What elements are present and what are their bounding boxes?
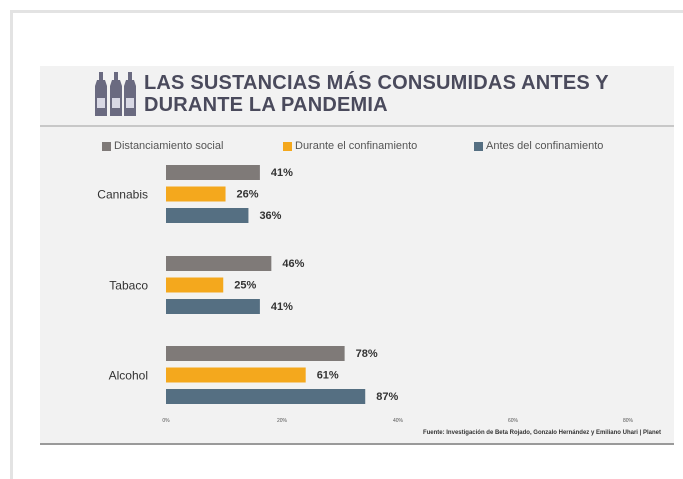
value-label-alcohol-distanciamiento: 78% [356, 348, 378, 360]
x-tick-label: 0% [162, 418, 170, 424]
frame-top-border [10, 10, 683, 13]
legend-item-distanciamiento: Distanciamiento social [102, 140, 223, 152]
bar-tabaco-distanciamiento [166, 256, 272, 271]
bar-tabaco-durante [166, 277, 224, 293]
value-label-cannabis-distanciamiento: 41% [271, 167, 293, 179]
bar-cannabis-distanciamiento [166, 165, 260, 180]
bar-tabaco-antes [166, 299, 260, 314]
chart-title-line-1: LAS SUSTANCIAS MÁS CONSUMIDAS ANTES Y [144, 72, 609, 94]
x-tick-label: 40% [393, 418, 404, 424]
value-label-alcohol-antes: 87% [376, 391, 398, 403]
bar-alcohol-distanciamiento [166, 346, 345, 361]
legend-item-durante: Durante el confinamiento [283, 140, 417, 152]
legend-label-antes: Antes del confinamiento [486, 140, 604, 152]
bar-cannabis-durante [166, 186, 226, 202]
infographic-card [40, 66, 674, 444]
bar-alcohol-durante [166, 367, 306, 383]
x-tick-label: 80% [623, 418, 634, 424]
chart-title-line-2: DURANTE LA PANDEMIA [144, 94, 388, 116]
legend-label-distanciamiento: Distanciamiento social [114, 140, 224, 152]
value-label-alcohol-durante: 61% [317, 370, 339, 382]
bar-alcohol-antes [166, 389, 366, 404]
card-bottom-rule [40, 443, 674, 445]
chart-title: LAS SUSTANCIAS MÁS CONSUMIDAS ANTES Y DU… [144, 72, 664, 116]
title-rule [40, 125, 674, 127]
legend-swatch-antes [474, 141, 483, 151]
category-label-cannabis: Cannabis [97, 188, 148, 202]
x-tick-label: 60% [508, 418, 519, 424]
legend-swatch-durante [283, 141, 292, 151]
value-label-tabaco-distanciamiento: 46% [282, 258, 304, 270]
chart-legend: Distanciamiento social Durante el confin… [0, 140, 683, 154]
frame-left-border [10, 10, 13, 479]
legend-swatch-distanciamiento [102, 141, 111, 151]
value-label-tabaco-durante: 25% [234, 280, 256, 292]
legend-label-durante: Durante el confinamiento [295, 140, 418, 152]
category-label-alcohol: Alcohol [109, 369, 148, 383]
bottles-icon [95, 72, 136, 116]
value-label-tabaco-antes: 41% [271, 301, 293, 313]
legend-item-antes: Antes del confinamiento [474, 140, 603, 152]
x-tick-label: 20% [277, 418, 288, 424]
bar-cannabis-antes [166, 208, 249, 223]
value-label-cannabis-durante: 26% [237, 189, 259, 201]
category-label-tabaco: Tabaco [109, 279, 148, 293]
value-label-cannabis-antes: 36% [259, 210, 281, 222]
source-note: Fuente: Investigación de Beta Rojado, Go… [422, 430, 661, 436]
